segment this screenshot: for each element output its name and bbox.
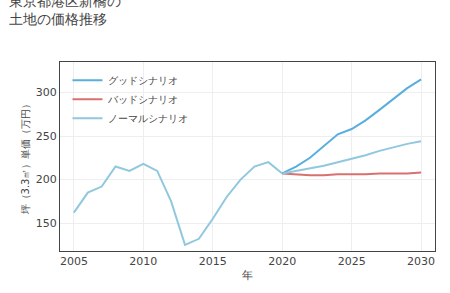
svg-text:年: 年 [242, 269, 253, 282]
svg-text:2005: 2005 [60, 255, 88, 268]
svg-text:坪（3.3㎡）単価（万円）: 坪（3.3㎡）単価（万円） [20, 99, 31, 216]
svg-text:ノーマルシナリオ: ノーマルシナリオ [108, 113, 188, 124]
svg-text:300: 300 [36, 86, 57, 99]
svg-text:バッドシナリオ: バッドシナリオ [107, 94, 178, 105]
svg-text:2030: 2030 [407, 255, 435, 268]
svg-text:2025: 2025 [338, 255, 366, 268]
svg-text:東京都港区新橋の土地の価格推移: 東京都港区新橋の土地の価格推移 [9, 0, 121, 27]
svg-text:グッドシナリオ: グッドシナリオ [108, 75, 178, 86]
svg-text:150: 150 [36, 217, 57, 230]
svg-text:2010: 2010 [129, 255, 157, 268]
svg-text:2015: 2015 [199, 255, 227, 268]
svg-text:250: 250 [36, 130, 57, 143]
svg-text:2020: 2020 [268, 255, 296, 268]
svg-text:200: 200 [36, 173, 57, 186]
